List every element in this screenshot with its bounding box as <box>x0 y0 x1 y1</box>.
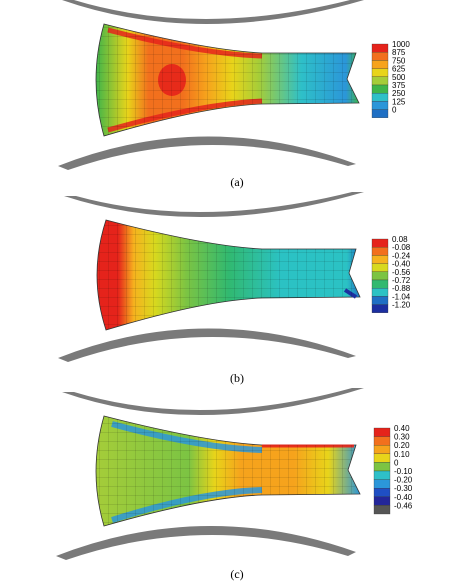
legend-label: 0 <box>392 106 397 115</box>
legend-label: -0.30 <box>394 484 413 493</box>
legend-swatch <box>371 101 389 110</box>
legend-label: 1000 <box>392 40 410 49</box>
lower-roll <box>58 136 356 170</box>
panel-b: 0.08-0.08-0.24-0.40-0.56-0.72-0.88-1.04-… <box>58 192 411 385</box>
legend-label: 625 <box>392 65 406 74</box>
legend-label: 125 <box>392 97 406 106</box>
legend-swatch <box>373 470 391 480</box>
legend-swatch <box>371 296 389 305</box>
legend-swatch <box>373 505 391 515</box>
lower-roll <box>56 525 356 560</box>
legend-swatch <box>371 255 389 264</box>
caption: (b) <box>230 371 244 385</box>
legend-swatch <box>373 453 391 463</box>
legend-swatch <box>371 43 389 53</box>
upper-roll <box>64 192 364 218</box>
legend-label: -0.40 <box>392 260 411 269</box>
legend-label: -0.40 <box>394 493 413 502</box>
legend-swatch <box>371 68 389 77</box>
legend-label: -0.88 <box>392 284 411 293</box>
legend-swatch <box>371 76 389 86</box>
legend-swatch <box>373 427 391 437</box>
legend-swatch <box>371 60 389 69</box>
upper-roll <box>62 0 364 24</box>
legend-swatch <box>373 488 391 497</box>
legend-label: 0.40 <box>394 424 410 433</box>
legend-label: -0.24 <box>392 251 411 260</box>
legend-label: 0.30 <box>394 433 410 442</box>
legend-label: -0.72 <box>392 276 411 285</box>
legend-label: 0 <box>394 458 399 467</box>
caption: (a) <box>230 175 243 189</box>
legend-label: 250 <box>392 89 406 98</box>
mesh-overlay <box>97 220 360 330</box>
legend-swatch <box>371 279 389 289</box>
legend-swatch <box>371 247 389 256</box>
legend-swatch <box>371 238 389 248</box>
legend-label: -0.10 <box>394 467 413 476</box>
legend-label: -0.08 <box>392 243 411 252</box>
mesh-overlay <box>96 416 360 526</box>
legend: 0.400.300.200.100-0.10-0.20-0.30-0.40-0.… <box>373 424 413 515</box>
legend-swatch <box>371 109 389 118</box>
legend-label: -0.46 <box>394 501 413 510</box>
legend-swatch <box>373 462 391 472</box>
legend-label: -0.56 <box>392 268 411 277</box>
legend-label: -0.20 <box>394 476 413 485</box>
legend-label: 750 <box>392 56 406 65</box>
legend-label: 0.10 <box>394 450 410 459</box>
legend-label: 875 <box>392 48 406 57</box>
legend-label: -1.04 <box>392 292 411 301</box>
legend-swatch <box>373 479 391 489</box>
legend: 0.08-0.08-0.24-0.40-0.56-0.72-0.88-1.04-… <box>371 235 411 313</box>
legend-swatch <box>373 445 391 454</box>
upper-roll <box>62 388 364 416</box>
legend-swatch <box>371 288 389 297</box>
legend-swatch <box>373 496 391 506</box>
lower-roll <box>58 328 356 362</box>
legend-swatch <box>371 93 389 102</box>
legend-label: 0.20 <box>394 441 410 450</box>
panel-c: 0.400.300.200.100-0.10-0.20-0.30-0.40-0.… <box>56 388 413 581</box>
legend-label: 0.08 <box>392 235 408 244</box>
legend-swatch <box>371 52 389 61</box>
legend-swatch <box>371 84 389 94</box>
legend-swatch <box>371 304 389 313</box>
legend-label: -1.20 <box>392 301 411 310</box>
mesh-overlay <box>96 24 359 136</box>
caption: (c) <box>230 567 243 581</box>
legend-swatch <box>373 436 391 446</box>
legend-swatch <box>371 263 389 272</box>
legend-swatch <box>371 271 389 281</box>
legend-label: 500 <box>392 73 406 82</box>
legend-label: 375 <box>392 81 406 90</box>
